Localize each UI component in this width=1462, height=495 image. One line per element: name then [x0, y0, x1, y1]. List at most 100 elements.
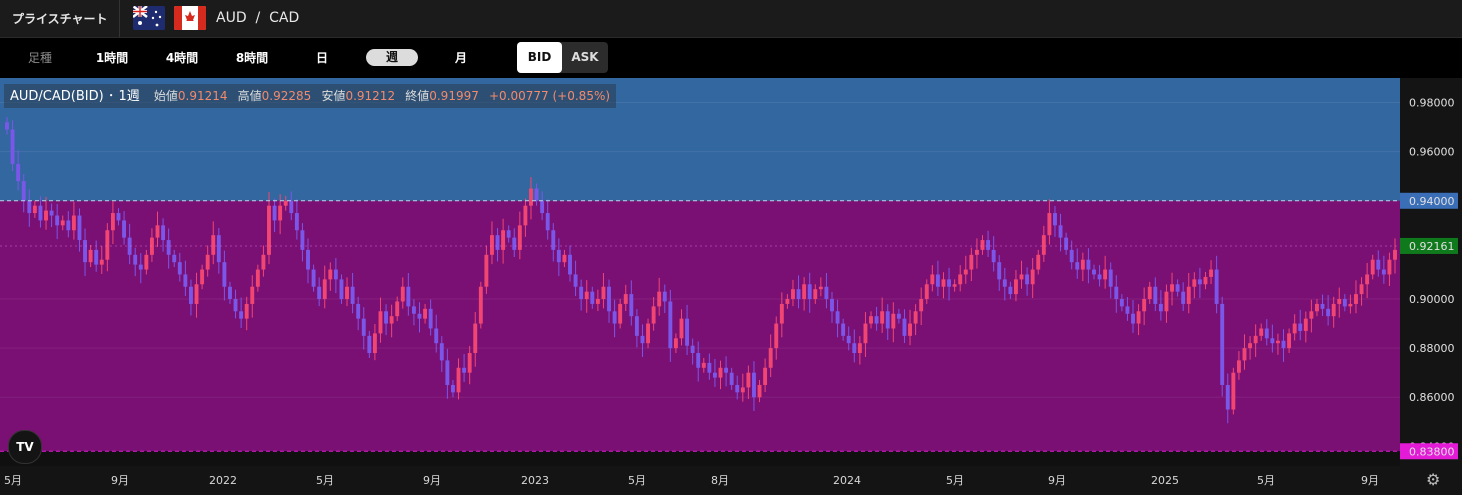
candle-body: [1164, 291, 1169, 312]
candle-body: [947, 279, 952, 287]
candle-body: [1270, 338, 1275, 344]
timeframe-bar: 足種 1時間 4時間 8時間 日 週 月: [0, 38, 1462, 78]
candle-body: [1114, 286, 1119, 300]
candle-body: [896, 313, 901, 319]
candle-body: [1220, 303, 1225, 385]
candle-body: [668, 301, 673, 349]
candle-body: [144, 254, 149, 270]
y-tick-label: 0.88000: [1409, 342, 1455, 355]
candle-body: [768, 348, 773, 368]
candle-body: [216, 235, 221, 263]
candle-body: [562, 254, 567, 263]
gear-icon[interactable]: ⚙: [1426, 470, 1441, 489]
candle-body: [1259, 328, 1264, 336]
candle-body: [1387, 259, 1392, 275]
timeframe-week[interactable]: 週: [366, 49, 418, 66]
candle-body: [807, 284, 812, 300]
top-bar: プライスチャート AUD / CAD: [0, 0, 1462, 38]
candle-body: [935, 274, 940, 287]
candle-body: [423, 308, 428, 319]
candle-body: [857, 343, 862, 354]
candle-body: [1030, 269, 1035, 285]
candle-body: [1103, 269, 1108, 280]
candle-body: [601, 286, 606, 300]
candle-body: [1069, 249, 1074, 263]
x-tick-label: 9月: [111, 474, 129, 487]
currency-pair-label[interactable]: AUD / CAD: [216, 10, 300, 26]
candle-body: [1047, 213, 1052, 236]
candle-body: [133, 254, 138, 265]
candle-body: [1092, 269, 1096, 275]
candle-body: [529, 188, 533, 206]
candle-body: [813, 289, 818, 300]
candle-body: [785, 299, 790, 304]
candle-body: [1315, 303, 1319, 312]
x-tick-label: 9月: [1048, 474, 1066, 487]
candle-body: [211, 235, 216, 255]
candle-body: [891, 313, 896, 329]
candle-body: [456, 367, 461, 393]
candle-body: [484, 254, 489, 287]
candle-body: [1359, 284, 1364, 295]
candle-body: [1125, 306, 1130, 314]
tradingview-logo-icon[interactable]: TV: [8, 430, 42, 464]
candle-body: [127, 237, 132, 255]
candle-body: [963, 269, 968, 275]
candle-body: [1214, 269, 1219, 304]
timeframe-day[interactable]: 日: [315, 51, 328, 65]
candle-body: [94, 249, 99, 265]
timeframe-8h[interactable]: 8時間: [235, 51, 269, 65]
candle-body: [629, 294, 634, 317]
candle-body: [462, 367, 467, 373]
candle-body: [545, 213, 550, 231]
x-tick-label: 5月: [316, 474, 334, 487]
candle-body: [439, 343, 444, 361]
candle-body: [763, 367, 768, 385]
candle-body: [818, 286, 823, 290]
candle-body: [712, 372, 717, 378]
candle-body: [1275, 340, 1280, 344]
candle-body: [283, 200, 288, 206]
candle-body: [618, 303, 623, 324]
candle-body: [189, 286, 193, 304]
candle-body: [367, 335, 372, 354]
candle-body: [239, 311, 244, 319]
candle-body: [634, 316, 639, 336]
candle-body: [595, 299, 600, 304]
candle-body: [83, 240, 87, 263]
candle-body: [1058, 225, 1063, 238]
timeframe-1h[interactable]: 1時間: [95, 51, 129, 65]
candle-body: [490, 235, 494, 255]
legend-high-label: 高値: [237, 89, 262, 103]
candle-body: [701, 362, 706, 368]
candle-body: [389, 316, 394, 324]
candle-body: [1365, 274, 1370, 285]
candle-body: [55, 215, 60, 226]
candle-body: [1080, 259, 1085, 270]
candle-body: [333, 269, 338, 280]
price-chart[interactable]: 0.98000 0.96000 0.94000 0.92161 0.90000 0.880…: [0, 78, 1462, 495]
y-tick-label: 0.86000: [1409, 391, 1455, 404]
candle-body: [902, 318, 907, 336]
australia-flag-icon: [133, 6, 165, 30]
candle-body: [774, 323, 779, 349]
legend-symbol: AUD/CAD(BID) ･ 1週: [10, 89, 140, 104]
candle-body: [612, 311, 617, 324]
timeframe-4h[interactable]: 4時間: [165, 51, 199, 65]
y-tick-label: 0.98000: [1409, 97, 1455, 110]
legend-low-value: 0.91212: [345, 89, 396, 103]
legend-low-label: 安値: [321, 89, 346, 103]
candle-body: [952, 284, 957, 287]
price-axis-marker: [1400, 192, 1458, 209]
timeframe-month[interactable]: 月: [454, 51, 467, 65]
candle-body: [395, 301, 400, 317]
candle-body: [690, 345, 695, 354]
candle-body: [852, 343, 857, 354]
candle-body: [969, 254, 974, 270]
bid-button[interactable]: BID: [517, 42, 562, 73]
candle-body: [406, 286, 411, 307]
candle-body: [607, 286, 611, 312]
candle-body: [1225, 384, 1230, 410]
x-tick-label: 5月: [628, 474, 646, 487]
ask-button[interactable]: ASK: [571, 50, 599, 64]
